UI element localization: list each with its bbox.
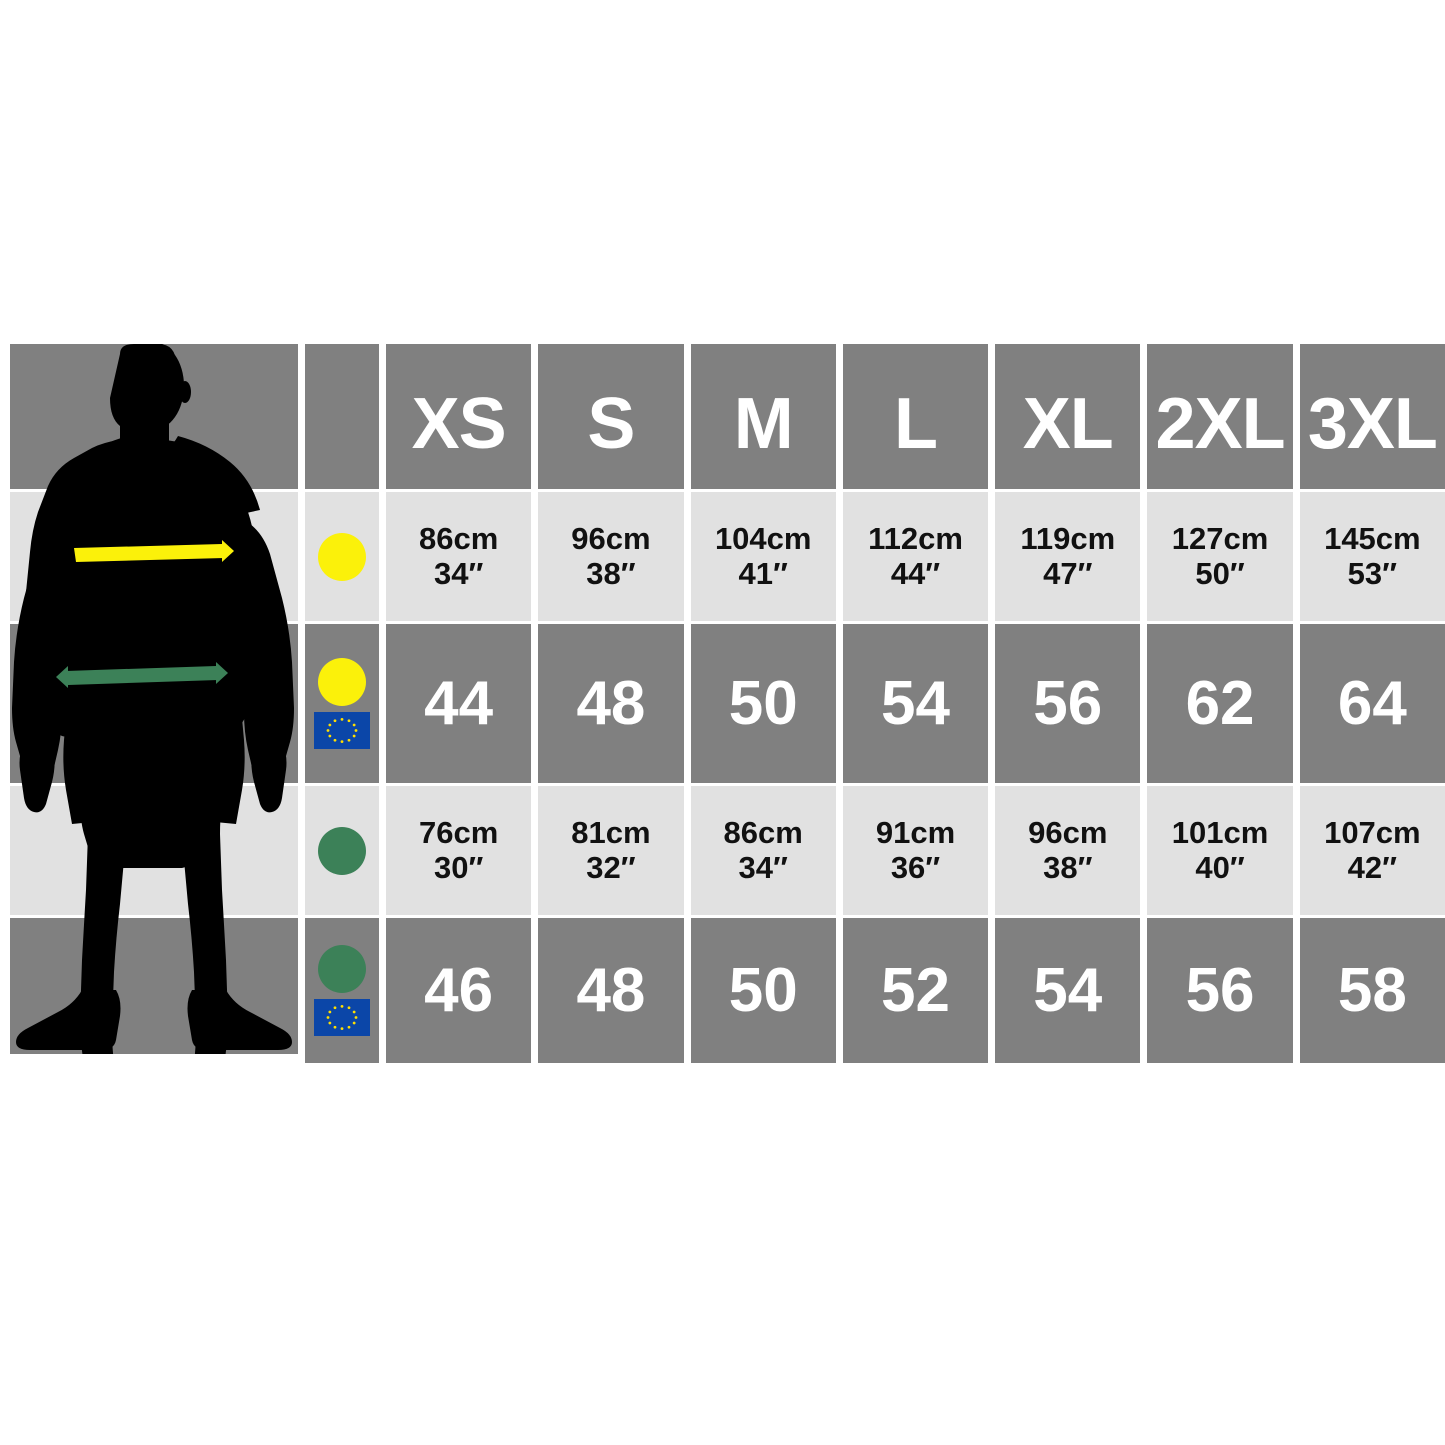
waist-eu-cell-xl: 54 bbox=[995, 918, 1141, 1063]
yellow-circle-icon bbox=[318, 658, 366, 706]
waist-eu-cell-xs: 46 bbox=[386, 918, 532, 1063]
size-header-3xl: 3XL bbox=[1299, 344, 1445, 489]
waist-inch-xs: 30″ bbox=[433, 849, 484, 885]
waist-inch-xl: 38″ bbox=[1043, 849, 1093, 885]
waist-inch-l: 36″ bbox=[890, 849, 941, 885]
waist-inch-2xl: 40″ bbox=[1195, 849, 1245, 885]
waist-eu-row-icon-cell bbox=[305, 918, 379, 1063]
waist-inch-s: 32″ bbox=[586, 849, 636, 885]
waist-cm-3xl: 107cm bbox=[1324, 814, 1421, 850]
waist-cell-s: 81cm 32″ bbox=[538, 786, 684, 915]
waist-eu-cell-s: 48 bbox=[538, 918, 684, 1063]
chest-cell-xl: 119cm 47″ bbox=[995, 492, 1141, 621]
size-table: XS S M L XL 2XL 3XL 86cm 34″ 96cm 38″ 10… bbox=[10, 344, 1445, 1063]
size-header-xl: XL bbox=[995, 344, 1141, 489]
waist-cell-xl: 96cm 38″ bbox=[995, 786, 1141, 915]
waist-cell-m: 86cm 34″ bbox=[690, 786, 836, 915]
header-icon-cell bbox=[305, 344, 379, 489]
waist-cm-xl: 96cm bbox=[1028, 814, 1108, 850]
size-header-2xl: 2XL bbox=[1147, 344, 1293, 489]
waist-cm-2xl: 101cm bbox=[1171, 814, 1269, 850]
chest-cell-s: 96cm 38″ bbox=[538, 492, 684, 621]
chest-eu-cell-3xl: 64 bbox=[1299, 624, 1445, 783]
waist-measure-line-icon bbox=[56, 662, 228, 688]
waist-inch-m: 34″ bbox=[738, 849, 788, 885]
chest-inch-s: 38″ bbox=[586, 555, 636, 591]
yellow-circle-icon bbox=[318, 532, 366, 581]
waist-cell-2xl: 101cm 40″ bbox=[1147, 786, 1293, 915]
waist-cell-3xl: 107cm 42″ bbox=[1299, 786, 1445, 915]
chest-inch-m: 41″ bbox=[738, 555, 788, 591]
chest-inch-3xl: 53″ bbox=[1347, 555, 1398, 591]
green-circle-icon bbox=[318, 826, 366, 875]
size-header-s: S bbox=[538, 344, 684, 489]
size-header-l: L bbox=[842, 344, 989, 489]
waist-cell-l: 91cm 36″ bbox=[842, 786, 989, 915]
chest-eu-cell-s: 48 bbox=[538, 624, 684, 783]
chest-cm-3xl: 145cm bbox=[1324, 520, 1421, 556]
chest-cell-m: 104cm 41″ bbox=[690, 492, 836, 621]
waist-inch-3xl: 42″ bbox=[1347, 849, 1398, 885]
chest-row-icon-cell bbox=[305, 492, 379, 621]
chest-eu-cell-m: 50 bbox=[690, 624, 836, 783]
waist-row-icon-cell bbox=[305, 786, 379, 915]
waist-cm-l: 91cm bbox=[875, 814, 956, 850]
chest-inch-l: 44″ bbox=[890, 555, 941, 591]
chest-cell-l: 112cm 44″ bbox=[842, 492, 989, 621]
chest-cm-xs: 86cm bbox=[418, 520, 499, 556]
chest-cm-m: 104cm bbox=[714, 520, 812, 556]
body-figure-cell bbox=[10, 344, 298, 1063]
green-circle-icon bbox=[318, 945, 366, 993]
size-header-m: M bbox=[690, 344, 836, 489]
male-body-silhouette-icon bbox=[12, 344, 294, 1054]
chest-cm-s: 96cm bbox=[571, 520, 651, 556]
chest-cell-2xl: 127cm 50″ bbox=[1147, 492, 1293, 621]
chest-cell-xs: 86cm 34″ bbox=[386, 492, 532, 621]
waist-eu-cell-2xl: 56 bbox=[1147, 918, 1293, 1063]
waist-eu-cell-m: 50 bbox=[690, 918, 836, 1063]
chest-cell-3xl: 145cm 53″ bbox=[1299, 492, 1445, 621]
size-header-xs: XS bbox=[386, 344, 532, 489]
chest-inch-xs: 34″ bbox=[433, 555, 484, 591]
chest-cm-xl: 119cm bbox=[1020, 520, 1116, 556]
waist-cm-xs: 76cm bbox=[418, 814, 499, 850]
chest-eu-cell-xs: 44 bbox=[386, 624, 532, 783]
chest-cm-2xl: 127cm bbox=[1171, 520, 1269, 556]
chest-eu-row-icon-cell bbox=[305, 624, 379, 783]
eu-flag-icon bbox=[314, 999, 370, 1036]
chest-inch-2xl: 50″ bbox=[1195, 555, 1245, 591]
waist-cell-xs: 76cm 30″ bbox=[386, 786, 532, 915]
waist-cm-m: 86cm bbox=[723, 814, 803, 850]
waist-eu-cell-l: 52 bbox=[842, 918, 989, 1063]
waist-eu-cell-3xl: 58 bbox=[1299, 918, 1445, 1063]
eu-flag-icon bbox=[314, 712, 370, 749]
chest-cm-l: 112cm bbox=[868, 520, 963, 556]
chest-eu-cell-xl: 56 bbox=[995, 624, 1141, 783]
chest-measure-line-icon bbox=[74, 540, 234, 562]
chest-inch-xl: 47″ bbox=[1043, 555, 1093, 591]
chest-eu-cell-l: 54 bbox=[842, 624, 989, 783]
waist-cm-s: 81cm bbox=[571, 814, 651, 850]
chest-eu-cell-2xl: 62 bbox=[1147, 624, 1293, 783]
